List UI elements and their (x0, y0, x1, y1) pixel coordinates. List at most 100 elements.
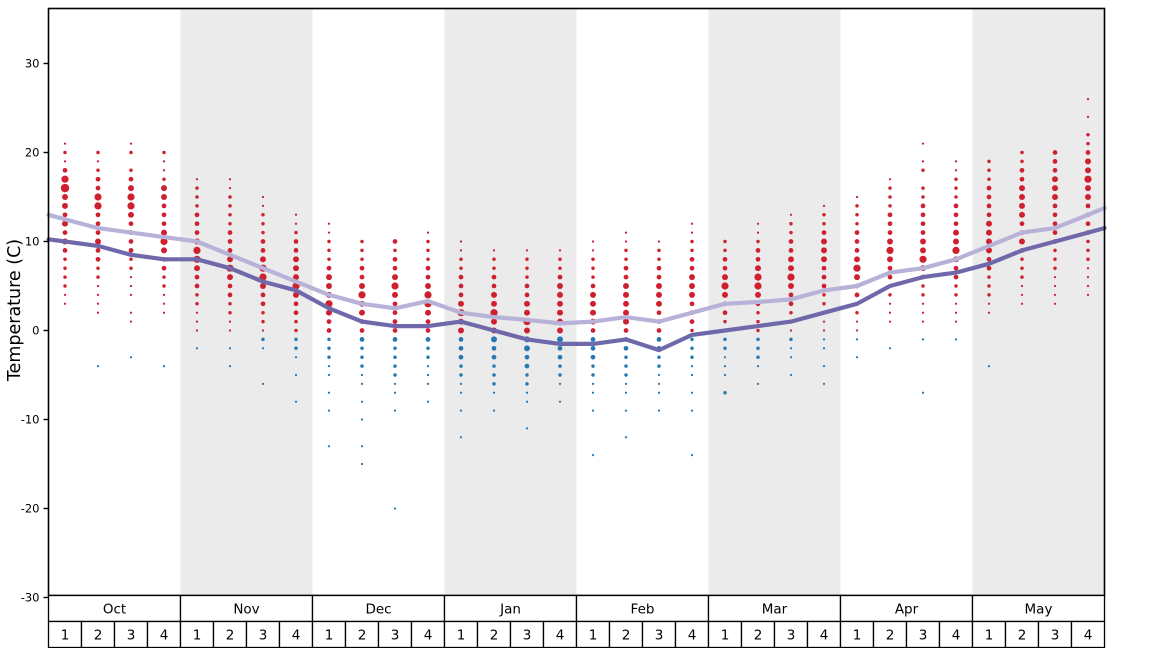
temp-dot-warm (855, 320, 859, 323)
temp-dot-warm (426, 231, 430, 234)
temp-dot-warm (524, 283, 530, 289)
y-tick-label: -30 (21, 591, 40, 605)
temp-dot-cold (558, 364, 562, 368)
temp-dot-cold (623, 345, 629, 351)
temp-dot-warm (590, 328, 596, 333)
temp-dot-warm (754, 273, 762, 281)
temp-dot-warm (458, 292, 464, 298)
temp-dot-warm (558, 249, 562, 252)
week-label: 3 (127, 628, 136, 644)
temp-dot-warm (722, 256, 728, 262)
temp-dot-warm (822, 320, 826, 323)
temp-dot-cold (987, 364, 991, 368)
temp-dot-warm (657, 248, 661, 253)
temp-dot-warm (1052, 185, 1058, 192)
temp-dot-warm (327, 239, 331, 244)
temp-dot-warm (426, 239, 430, 244)
week-label: 4 (424, 628, 433, 644)
temp-dot-warm (590, 309, 596, 316)
temp-dot-warm (62, 202, 68, 209)
temp-dot-cold (921, 338, 925, 341)
temp-dot-warm (954, 169, 958, 172)
month-cell (311, 594, 446, 623)
temp-dot-warm (195, 302, 199, 306)
temp-dot-cold (426, 400, 430, 403)
week-label: 4 (952, 628, 961, 644)
temp-dot-warm (1086, 115, 1090, 119)
temp-dot-warm (128, 239, 134, 244)
temp-dot-warm (855, 195, 859, 199)
temp-dot-warm (1019, 202, 1025, 209)
temp-dot-warm (326, 283, 332, 289)
temp-dot-warm (689, 283, 695, 289)
temp-dot-warm (194, 274, 200, 280)
temp-dot-warm (822, 302, 826, 306)
temp-dot-cold (360, 400, 364, 403)
temp-dot-warm (228, 204, 232, 208)
temp-dot-warm (127, 193, 135, 201)
temp-dot-warm (161, 212, 167, 218)
temp-dot-warm (657, 257, 661, 262)
temp-dot-warm (162, 302, 166, 305)
week-label: 3 (787, 628, 796, 644)
temp-dot-cold (459, 373, 463, 377)
temp-dot-warm (986, 247, 992, 254)
temp-dot-warm (756, 310, 760, 315)
temp-dot-cold (393, 391, 397, 394)
temp-dot-warm (1019, 176, 1025, 182)
temp-dot-cold (557, 336, 563, 343)
temp-dot-cold (690, 364, 694, 368)
temp-dot-warm (392, 256, 398, 262)
temp-dot-warm (128, 248, 134, 253)
temp-dot-warm (755, 265, 761, 272)
temp-dot-warm (953, 212, 959, 218)
temp-dot-warm (822, 204, 826, 208)
temp-dot-warm (888, 195, 892, 199)
temp-dot-warm (854, 248, 860, 253)
temp-dot-cold (657, 373, 661, 377)
temp-dot-warm (261, 204, 265, 208)
week-label: 2 (226, 628, 235, 644)
temp-dot-cold (690, 409, 694, 412)
temp-dot-warm (360, 248, 364, 253)
temp-dot-warm (1053, 248, 1057, 253)
temp-dot-warm (689, 265, 695, 271)
temp-dot-warm (458, 274, 464, 280)
temp-dot-cold (360, 364, 364, 368)
temp-dot-warm (987, 275, 991, 279)
temp-dot-warm (722, 265, 728, 271)
temp-dot-cold (723, 364, 727, 368)
temp-dot-warm (260, 248, 266, 253)
temp-dot-warm (656, 291, 662, 298)
temp-dot-warm (953, 265, 959, 271)
temp-dot-warm (1019, 221, 1025, 227)
temp-dot-warm (261, 213, 265, 217)
week-label: 3 (391, 628, 400, 644)
week-cell (905, 620, 941, 648)
temp-dot-warm (62, 230, 68, 235)
week-label: 4 (292, 628, 301, 644)
temp-dot-warm (359, 283, 365, 289)
temp-dot-warm (459, 240, 463, 243)
temp-dot-warm (788, 283, 794, 289)
temp-dot-cold (590, 337, 596, 342)
temp-dot-cold (393, 382, 397, 386)
week-label: 2 (754, 628, 763, 644)
temp-dot-warm (194, 265, 200, 272)
temp-dot-warm (557, 274, 563, 280)
week-label: 4 (688, 628, 697, 644)
temp-dot-warm (886, 246, 894, 254)
temp-dot-warm (1020, 302, 1024, 305)
month-cell (575, 594, 710, 623)
temp-dot-cold (327, 337, 331, 342)
temp-dot-warm (558, 257, 562, 262)
temp-dot-warm (1086, 141, 1090, 146)
temp-dot-warm (920, 221, 926, 227)
week-label: 2 (886, 628, 895, 644)
temp-dot-warm (954, 302, 958, 305)
temp-dot-cold (656, 337, 662, 342)
temp-dot-warm (293, 248, 299, 253)
y-tick-label: -10 (21, 413, 40, 427)
temp-dot-warm (1085, 185, 1091, 192)
week-cell (806, 620, 842, 648)
